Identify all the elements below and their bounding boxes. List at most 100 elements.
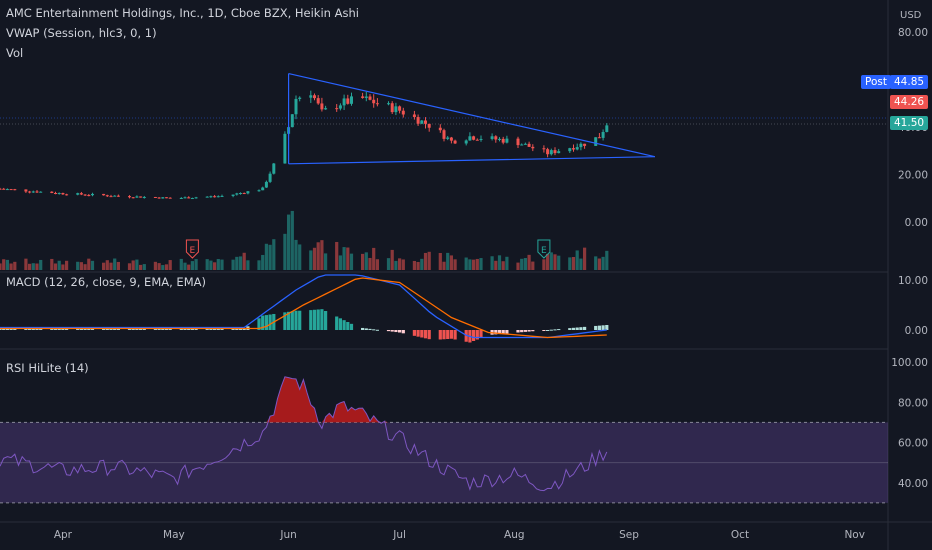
candle-body — [65, 194, 69, 196]
candle-body — [153, 196, 157, 198]
candle-body — [216, 196, 220, 198]
volume-bar — [372, 247, 376, 270]
macd-histogram-bar — [157, 329, 161, 330]
post-market-tag: Post — [861, 75, 891, 89]
macd-histogram-bar — [261, 315, 265, 330]
rsi-indicator-label[interactable]: RSI HiLite (14) — [6, 361, 89, 375]
macd-indicator-label[interactable]: MACD (12, 26, close, 9, EMA, EMA) — [6, 275, 206, 289]
candle-body — [387, 103, 390, 105]
macd-histogram-bar — [438, 330, 442, 340]
volume-bar — [583, 247, 587, 270]
candle-body — [523, 143, 527, 145]
macd-histogram-bar — [527, 330, 531, 332]
macd-histogram-bar — [238, 329, 243, 330]
volume-bar — [109, 262, 113, 270]
candle-body — [79, 193, 83, 195]
time-tick-label: Oct — [731, 529, 749, 541]
volume-bar — [113, 258, 117, 270]
earnings-marker-label: E — [190, 246, 196, 256]
candle-body — [542, 148, 546, 150]
candle-body — [268, 173, 272, 182]
macd-histogram-bar — [605, 325, 609, 330]
volume-bar — [105, 260, 109, 270]
volume-indicator-label[interactable]: Vol — [6, 46, 24, 60]
volume-bar — [361, 253, 365, 270]
macd-histogram-bar — [449, 330, 453, 339]
candle-body — [257, 190, 261, 192]
macd-histogram-bar — [35, 329, 39, 330]
macd-histogram-bar — [164, 329, 169, 330]
volume-bar — [546, 253, 550, 270]
volume-bar — [497, 255, 502, 270]
candle-body — [446, 137, 450, 139]
rsi-tick-label: 80.00 — [898, 397, 928, 409]
time-tick-label: Sep — [619, 529, 639, 541]
candle-body — [109, 196, 113, 198]
candle-body — [572, 148, 575, 150]
earnings-marker — [185, 239, 199, 259]
macd-histogram-bar — [116, 329, 120, 330]
candle-body — [401, 110, 405, 115]
volume-bar — [342, 247, 346, 270]
macd-histogram-bar — [549, 329, 553, 331]
macd-histogram-bar — [142, 329, 146, 330]
macd-histogram-bar — [324, 311, 328, 330]
candle-body — [549, 150, 553, 155]
volume-bar — [438, 252, 442, 270]
macd-histogram-bar — [390, 330, 394, 332]
volume-bar — [501, 261, 505, 270]
volume-bar — [242, 252, 246, 270]
macd-histogram-bar — [139, 329, 143, 330]
volume-bar — [401, 259, 405, 270]
volume-bar — [79, 262, 83, 270]
macd-histogram-bar — [335, 316, 339, 330]
candle-body — [9, 189, 13, 191]
candle-body — [531, 146, 535, 149]
macd-histogram-bar — [309, 310, 313, 330]
macd-tick-label: 10.00 — [898, 275, 928, 287]
volume-bar — [76, 261, 80, 270]
candle-body — [350, 96, 353, 104]
macd-histogram-bar — [386, 330, 391, 332]
macd-histogram-bar — [479, 330, 483, 338]
macd-histogram-bar — [257, 318, 261, 330]
macd-histogram-bar — [161, 329, 165, 330]
macd-histogram-bar — [442, 330, 446, 340]
volume-bar — [290, 210, 294, 270]
candle-body — [583, 143, 587, 146]
candle-body — [205, 196, 209, 198]
candle-body — [165, 197, 168, 199]
candle-body — [368, 96, 372, 100]
macd-histogram-bar — [168, 329, 172, 330]
price-tick-label: 80.00 — [898, 27, 928, 39]
candle-body — [209, 196, 213, 198]
macd-histogram-bar — [187, 329, 191, 330]
volume-bar — [272, 239, 276, 270]
candle-body — [139, 196, 143, 198]
candle-body — [50, 191, 54, 194]
macd-histogram-bar — [190, 329, 194, 330]
macd-histogram-bar — [235, 329, 239, 330]
volume-bar — [50, 258, 54, 270]
macd-histogram-bar — [287, 311, 291, 330]
volume-bar — [579, 258, 583, 270]
candle-body — [231, 194, 235, 196]
candle-body — [213, 196, 217, 198]
volume-bar — [475, 258, 479, 270]
symbol-title[interactable]: AMC Entertainment Holdings, Inc., 1D, Cb… — [6, 6, 359, 20]
candle-body — [246, 191, 250, 194]
currency-label[interactable]: USD — [900, 10, 922, 21]
vwap-indicator-label[interactable]: VWAP (Session, hlc3, 0, 1) — [6, 26, 157, 40]
candle-body — [54, 193, 57, 195]
candle-body — [87, 195, 91, 197]
volume-bar — [187, 264, 191, 270]
macd-histogram-bar — [220, 329, 224, 330]
candle-body — [316, 98, 320, 104]
candle-body — [516, 138, 520, 146]
candle-body — [390, 103, 394, 113]
macd-histogram-bar — [131, 329, 135, 330]
volume-bar — [505, 256, 509, 270]
candle-body — [116, 195, 120, 197]
